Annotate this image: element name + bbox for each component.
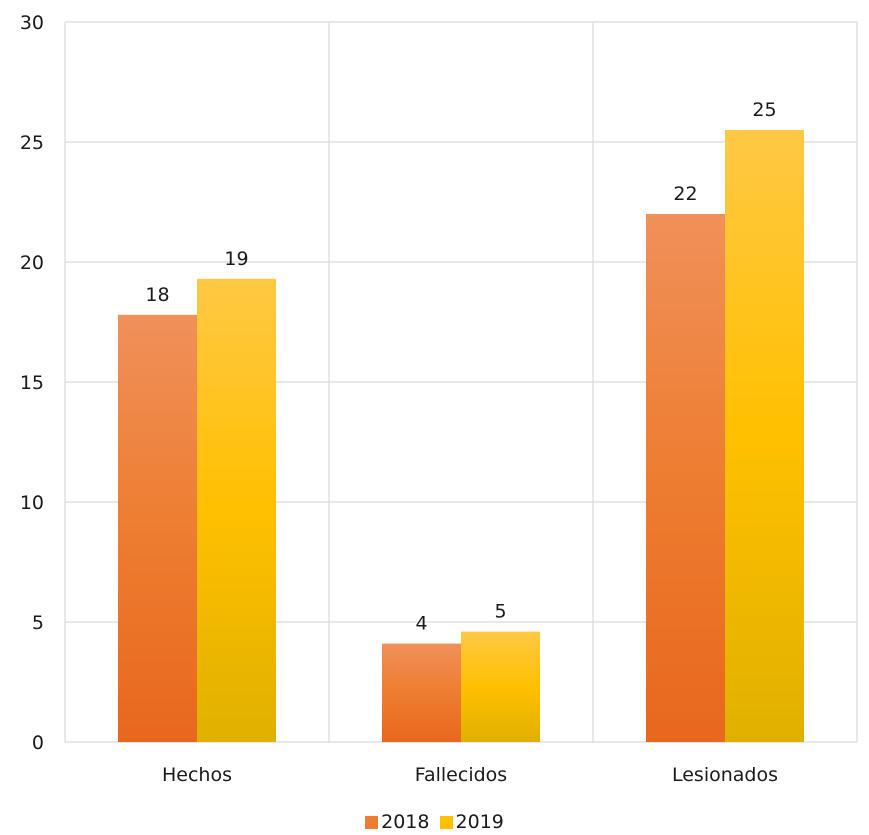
data-label-hechos-2019: 19 <box>224 248 248 270</box>
legend-label-2018: 2018 <box>381 811 430 833</box>
bar-hechos-2019 <box>197 278 276 742</box>
legend-item-2019: 2019 <box>439 811 504 833</box>
y-tick-label: 25 <box>20 132 44 154</box>
x-tick-label-hechos: Hechos <box>162 764 232 786</box>
bar-lesionados-2018 <box>646 214 725 742</box>
legend-swatch-2019 <box>439 816 453 829</box>
bar-lesionados-2019 <box>725 130 804 742</box>
x-tick-label-lesionados: Lesionados <box>672 764 778 786</box>
data-label-lesionados-2019: 25 <box>752 99 776 121</box>
data-labels: 18 19 4 5 22 25 <box>145 99 776 635</box>
data-label-fallecidos-2018: 4 <box>415 613 427 635</box>
bar-fallecidos-2018 <box>382 643 461 742</box>
data-label-hechos-2018: 18 <box>145 284 169 306</box>
bars <box>118 130 804 742</box>
y-tick-label: 0 <box>32 732 44 754</box>
bar-hechos-2018 <box>118 314 197 742</box>
legend-item-2018: 2018 <box>365 811 429 833</box>
legend: 2018 2019 <box>0 811 869 833</box>
y-tick-label: 30 <box>20 12 44 34</box>
data-label-lesionados-2018: 22 <box>673 183 697 205</box>
legend-label-2019: 2019 <box>455 811 504 833</box>
y-tick-label: 20 <box>20 252 44 274</box>
x-tick-label-fallecidos: Fallecidos <box>415 764 507 786</box>
y-tick-label: 15 <box>20 372 44 394</box>
y-tick-label: 10 <box>20 492 44 514</box>
bar-fallecidos-2019 <box>461 631 540 742</box>
axes: 0 5 10 15 20 25 30 Hechos Fallecidos Lesionados <box>20 12 778 786</box>
y-tick-label: 5 <box>32 612 44 634</box>
legend-swatch-2018 <box>365 816 379 829</box>
data-label-fallecidos-2019: 5 <box>494 601 506 623</box>
